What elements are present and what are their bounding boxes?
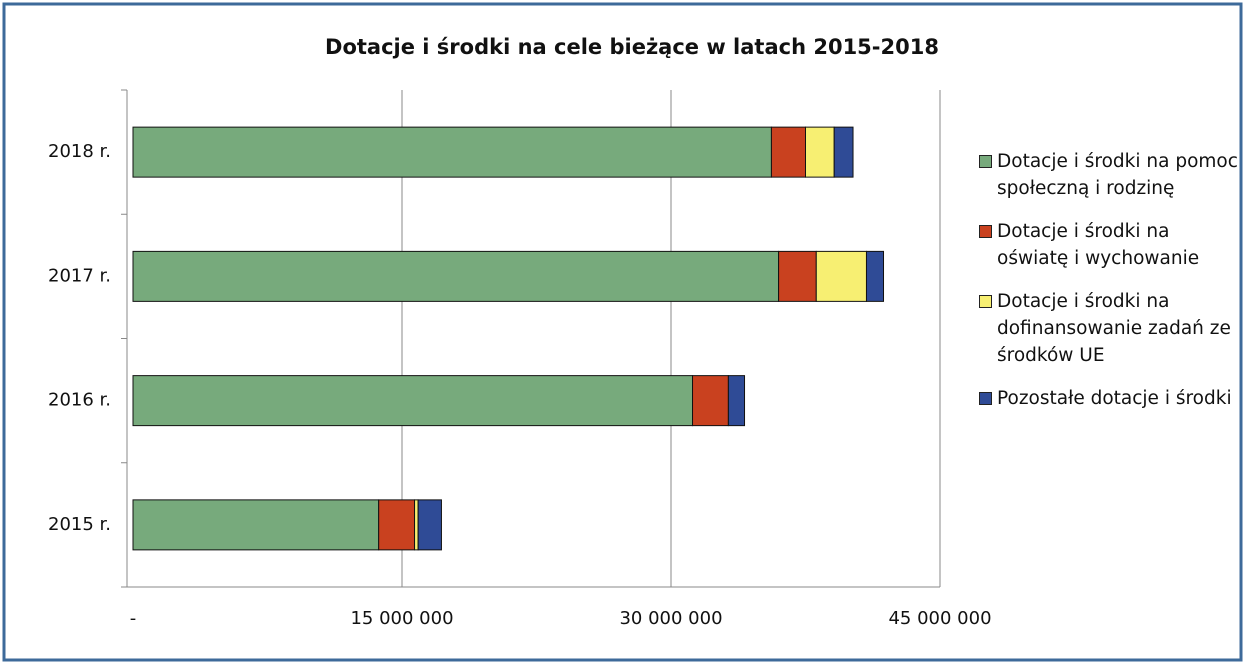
x-tick-label: - <box>130 608 137 629</box>
chart-title: Dotacje i środki na cele bieżące w latac… <box>325 35 939 59</box>
bar-segment <box>132 499 380 551</box>
legend: Dotacje i środki na pomoc społeczną i ro… <box>975 148 1240 428</box>
legend-swatch <box>979 295 992 308</box>
bar-segment <box>414 499 419 551</box>
y-tick-label: 2018 r. <box>48 141 111 162</box>
bar-segment <box>727 375 746 427</box>
x-tick-label: 30 000 000 <box>619 608 722 629</box>
bar-segment <box>833 126 854 178</box>
x-tick-label: 45 000 000 <box>888 608 991 629</box>
bar-segment <box>132 126 772 178</box>
bar-segment <box>805 126 835 178</box>
bar-segment <box>770 126 807 178</box>
y-tick-label: 2017 r. <box>48 265 111 286</box>
legend-label: Dotacje i środki na dofinansowanie zadań… <box>997 291 1231 366</box>
legend-item: Pozostałe dotacje i środki <box>975 385 1240 412</box>
bar-segment <box>778 250 817 302</box>
legend-label: Dotacje i środki na oświatę i wychowanie <box>997 221 1200 269</box>
legend-label: Dotacje i środki na pomoc społeczną i ro… <box>997 151 1238 199</box>
bar-segment <box>132 250 780 302</box>
legend-item: Dotacje i środki na oświatę i wychowanie <box>975 218 1240 272</box>
legend-label: Pozostałe dotacje i środki <box>997 388 1232 409</box>
legend-item: Dotacje i środki na pomoc społeczną i ro… <box>975 148 1240 202</box>
bar-segment <box>815 250 867 302</box>
legend-item: Dotacje i środki na dofinansowanie zadań… <box>975 288 1240 369</box>
bar-segment <box>865 250 885 302</box>
legend-swatch <box>979 225 992 238</box>
x-tick-label: 15 000 000 <box>350 608 453 629</box>
bar-segment <box>378 499 416 551</box>
bar-segment <box>132 375 694 427</box>
y-tick-label: 2016 r. <box>48 390 111 411</box>
bar-segment <box>692 375 729 427</box>
legend-swatch <box>979 392 992 405</box>
legend-swatch <box>979 155 992 168</box>
bar-segment <box>417 499 442 551</box>
y-tick-label: 2015 r. <box>48 514 111 535</box>
